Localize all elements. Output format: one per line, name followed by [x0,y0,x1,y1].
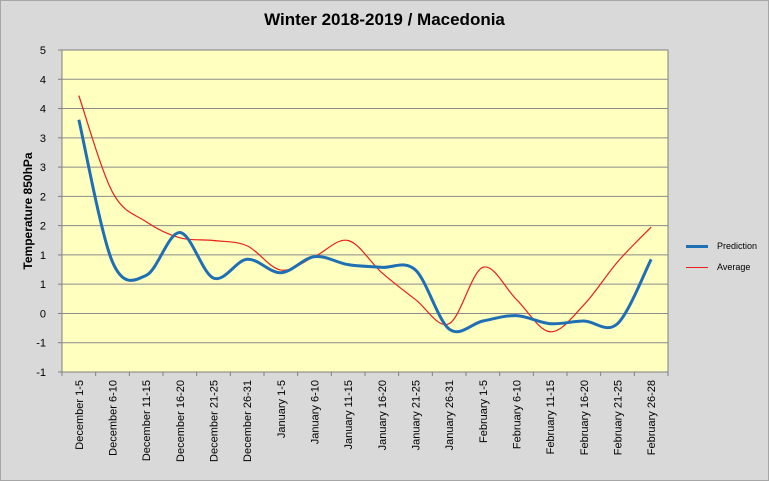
y-tick-label: 4 [40,104,46,116]
y-tick-label: -1 [36,367,46,379]
y-tick-label: 3 [40,133,46,145]
x-tick-label: January 6-10 [310,380,322,444]
x-tick-label: January 21-25 [411,380,423,450]
series-line-prediction [77,119,653,334]
y-tick-label: 4 [40,74,46,86]
x-tick-label: December 11-15 [141,380,153,461]
x-tick-label: February 16-20 [579,380,591,455]
series-line-average [78,95,652,333]
y-tick-label: 2 [40,191,46,203]
legend: Prediction Average [686,240,766,282]
x-tick-label: January 26-31 [444,380,456,450]
x-tick-label: December 26-31 [242,380,254,462]
y-tick-label: 5 [40,45,46,57]
y-tick-label: 2 [40,221,46,233]
x-tick-label: December 16-20 [175,380,187,462]
x-tick-label: December 6-10 [108,380,120,456]
x-tick-label: January 16-20 [377,380,389,450]
x-tick-label: January 1-5 [276,380,288,438]
x-tick-label: December 21-25 [209,380,221,462]
plot-area [61,49,669,373]
y-axis-label: Temperature 850hPa [21,152,35,269]
y-tick-label: 0 [40,308,46,320]
y-tick-label: 1 [40,279,46,291]
y-tick-label: -1 [36,338,46,350]
x-tick-label: December 1-5 [74,380,86,450]
x-tick-label: February 21-25 [613,380,625,455]
y-tick-label: 1 [40,250,46,262]
x-tick-label: February 11-15 [545,380,557,454]
chart-title: Winter 2018-2019 / Macedonia [264,10,505,29]
x-tick-label: February 26-28 [646,380,658,455]
legend-label-prediction: Prediction [717,241,758,251]
legend-label-average: Average [717,262,751,272]
y-tick-label: 3 [40,162,46,174]
legend-item-average: Average [686,261,766,275]
legend-swatch-prediction [686,245,708,248]
x-tick-label: February 6-10 [512,380,524,449]
x-tick-label: January 11-15 [343,380,355,450]
legend-swatch-average [686,267,708,268]
legend-item-prediction: Prediction [686,240,766,254]
x-tick-label: February 1-5 [478,380,490,443]
